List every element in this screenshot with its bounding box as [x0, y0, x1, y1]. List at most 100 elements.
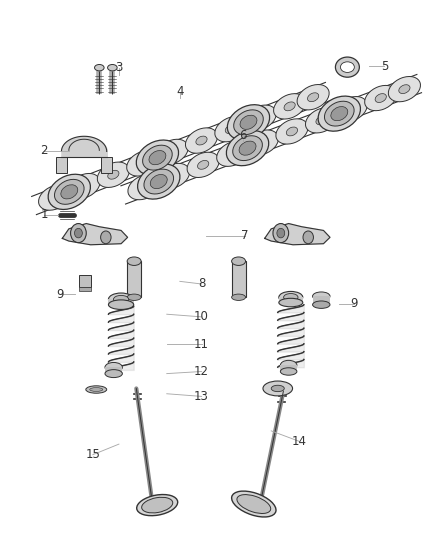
Bar	[313, 296, 330, 305]
Ellipse shape	[305, 108, 338, 133]
Ellipse shape	[297, 85, 329, 110]
Ellipse shape	[109, 293, 134, 306]
Circle shape	[277, 228, 285, 238]
Text: 10: 10	[194, 310, 209, 324]
Ellipse shape	[109, 300, 134, 310]
Text: 9: 9	[350, 297, 358, 310]
Ellipse shape	[234, 110, 263, 135]
Ellipse shape	[95, 64, 104, 71]
Ellipse shape	[257, 138, 268, 147]
Text: 1: 1	[40, 208, 48, 221]
Polygon shape	[265, 223, 330, 245]
Text: 8: 8	[198, 278, 205, 290]
Ellipse shape	[254, 114, 266, 122]
Bar	[79, 287, 91, 292]
Bar	[105, 367, 122, 374]
Ellipse shape	[158, 163, 190, 189]
Ellipse shape	[196, 136, 207, 145]
Ellipse shape	[226, 131, 269, 166]
Bar	[279, 297, 303, 303]
Ellipse shape	[263, 381, 293, 396]
Text: 13: 13	[194, 390, 209, 403]
Ellipse shape	[48, 174, 90, 209]
Ellipse shape	[318, 96, 360, 131]
Ellipse shape	[108, 64, 117, 71]
Polygon shape	[62, 223, 127, 245]
Ellipse shape	[143, 145, 172, 170]
Bar	[109, 300, 134, 305]
Text: 6: 6	[239, 128, 247, 141]
Ellipse shape	[141, 497, 173, 513]
Bar	[56, 157, 67, 173]
Ellipse shape	[280, 360, 297, 370]
Ellipse shape	[97, 162, 129, 188]
Ellipse shape	[365, 85, 397, 111]
Ellipse shape	[136, 140, 179, 175]
Ellipse shape	[168, 172, 179, 180]
Bar	[79, 275, 91, 287]
Ellipse shape	[137, 495, 178, 515]
Text: 7: 7	[241, 229, 249, 242]
Ellipse shape	[284, 102, 295, 111]
Ellipse shape	[232, 257, 246, 265]
Ellipse shape	[313, 292, 330, 301]
Ellipse shape	[335, 96, 367, 122]
Text: 2: 2	[40, 144, 48, 157]
Ellipse shape	[156, 139, 188, 165]
Ellipse shape	[138, 183, 150, 191]
Ellipse shape	[286, 127, 297, 136]
Ellipse shape	[166, 148, 178, 156]
Ellipse shape	[127, 151, 159, 176]
Ellipse shape	[86, 386, 107, 393]
Text: 11: 11	[194, 338, 209, 351]
Ellipse shape	[49, 193, 60, 202]
Ellipse shape	[331, 107, 348, 120]
Text: 3: 3	[115, 61, 123, 74]
Ellipse shape	[61, 185, 78, 199]
Bar	[232, 261, 246, 297]
Ellipse shape	[138, 164, 180, 199]
Ellipse shape	[375, 94, 386, 102]
Ellipse shape	[233, 136, 262, 160]
Ellipse shape	[336, 57, 359, 77]
Ellipse shape	[244, 105, 276, 131]
Ellipse shape	[232, 294, 246, 301]
Ellipse shape	[113, 295, 129, 303]
Text: 9: 9	[57, 288, 64, 301]
Circle shape	[101, 231, 111, 244]
Ellipse shape	[39, 185, 71, 210]
Ellipse shape	[346, 105, 357, 114]
Ellipse shape	[389, 77, 420, 102]
Text: 15: 15	[85, 448, 100, 461]
Circle shape	[273, 223, 289, 243]
Text: 14: 14	[292, 435, 307, 448]
Circle shape	[303, 231, 314, 244]
Text: 4: 4	[176, 85, 184, 98]
Ellipse shape	[227, 104, 270, 140]
Ellipse shape	[215, 116, 247, 142]
Circle shape	[71, 223, 86, 243]
Ellipse shape	[284, 294, 298, 301]
Ellipse shape	[279, 298, 303, 307]
Ellipse shape	[340, 62, 354, 72]
Ellipse shape	[217, 141, 249, 166]
Ellipse shape	[78, 182, 90, 191]
Ellipse shape	[127, 257, 141, 265]
Text: 5: 5	[381, 60, 388, 72]
Ellipse shape	[127, 294, 141, 301]
Text: 12: 12	[194, 365, 209, 378]
Ellipse shape	[279, 292, 303, 303]
Ellipse shape	[271, 385, 284, 392]
Ellipse shape	[185, 128, 218, 153]
Ellipse shape	[246, 130, 279, 155]
Ellipse shape	[232, 491, 276, 517]
Ellipse shape	[240, 115, 257, 130]
Ellipse shape	[313, 301, 330, 309]
Ellipse shape	[274, 94, 306, 119]
Ellipse shape	[105, 362, 122, 372]
Ellipse shape	[316, 116, 327, 125]
Ellipse shape	[227, 149, 238, 158]
Ellipse shape	[198, 160, 209, 169]
Ellipse shape	[108, 171, 119, 179]
Ellipse shape	[105, 369, 122, 377]
